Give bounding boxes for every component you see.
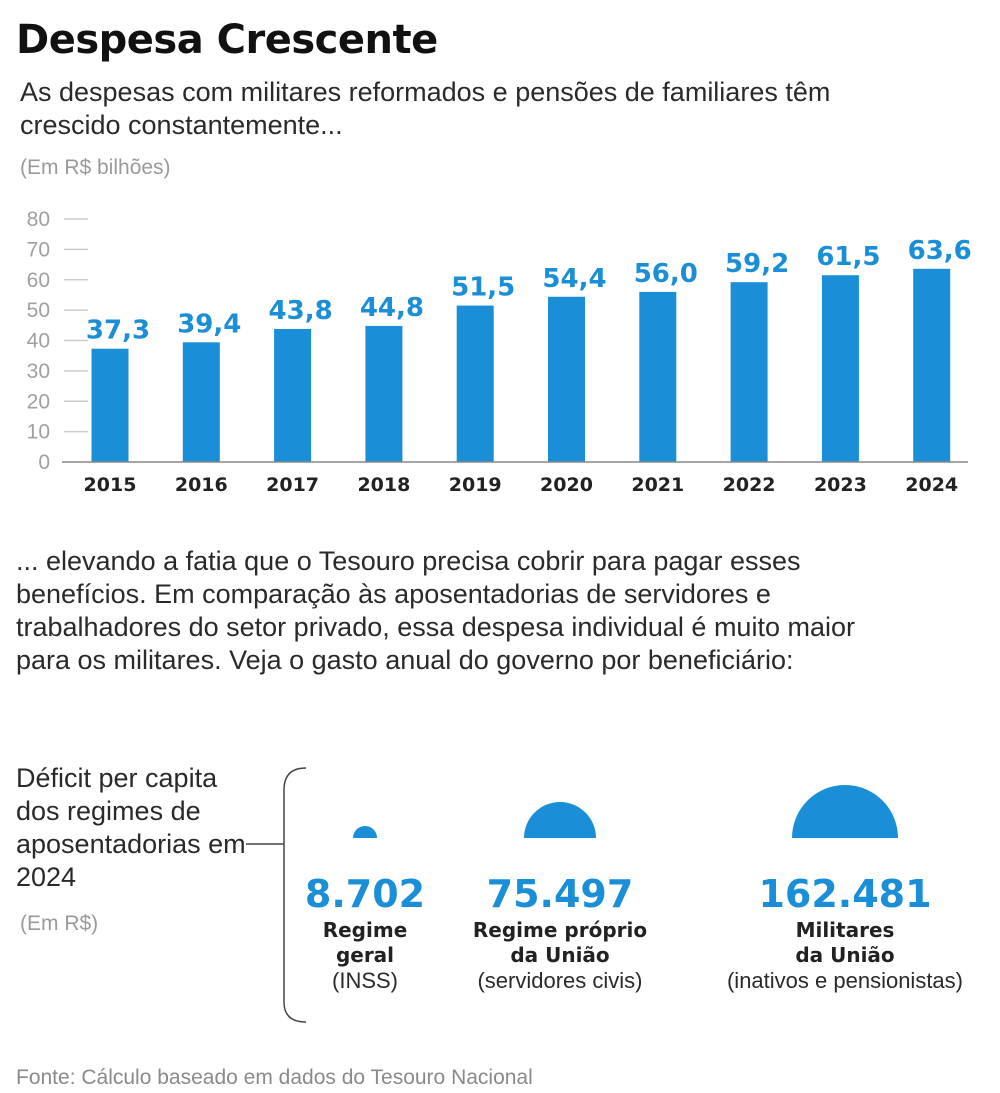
bar — [456, 305, 494, 462]
per-capita-value: 75.497 — [486, 872, 634, 916]
page-title: Despesa Crescente — [16, 17, 438, 63]
x-tick-label: 2015 — [84, 474, 137, 496]
x-tick-label: 2020 — [540, 474, 593, 496]
y-tick-label: 50 — [27, 299, 50, 322]
bar-chart: 0 10 20 30 40 50 60 70 80 37,3 39,4 43,8 44,8 51,5 54… — [27, 208, 972, 496]
bar — [91, 348, 129, 462]
bar-value-label: 54,4 — [542, 264, 606, 294]
x-tick-label: 2018 — [357, 474, 410, 496]
per-capita-label: Déficit per capita dos regimes de aposen… — [16, 763, 246, 892]
y-tick-label: 80 — [27, 208, 50, 231]
y-tick-label: 20 — [27, 390, 50, 413]
x-tick-label: 2017 — [266, 474, 319, 496]
x-tick-label: 2016 — [175, 474, 228, 496]
per-capita-value: 162.481 — [758, 872, 932, 916]
bar — [913, 268, 951, 462]
dome-militares — [792, 785, 898, 838]
bar — [821, 275, 859, 462]
bar-value-label: 37,3 — [86, 316, 150, 346]
x-tick-label: 2019 — [449, 474, 502, 496]
per-capita-value: 8.702 — [304, 872, 426, 916]
bar-value-label: 44,8 — [360, 293, 424, 323]
per-capita-item-regime-geral: 8.702 Regime geral (INSS) — [300, 790, 430, 994]
chart-subtitle: As despesas com militares reformados e p… — [20, 77, 831, 140]
x-tick-label: 2023 — [814, 474, 867, 496]
x-tick-label: 2021 — [631, 474, 684, 496]
y-tick-label: 30 — [27, 360, 50, 383]
per-capita-unit: (Em R$) — [20, 912, 99, 935]
bar — [274, 328, 312, 462]
bar — [639, 291, 677, 462]
bar-value-label: 59,2 — [725, 249, 789, 279]
source-note: Fonte: Cálculo baseado em dados do Tesou… — [16, 1066, 533, 1089]
bar — [365, 325, 403, 462]
per-capita-name: Regime próprio da União — [472, 918, 648, 967]
bar-value-label: 43,8 — [269, 296, 333, 326]
per-capita-item-regime-proprio: 75.497 Regime próprio da União (servidor… — [450, 790, 670, 994]
bracket-divider — [246, 767, 307, 1023]
body-paragraph: ... elevando a fatia que o Tesouro preci… — [16, 546, 855, 675]
x-tick-label: 2022 — [723, 474, 776, 496]
bar-value-label: 61,5 — [816, 242, 880, 272]
per-capita-desc: (inativos e pensionistas) — [726, 968, 963, 993]
bar — [548, 296, 585, 462]
x-axis: 2015 2016 2017 2018 2019 2020 2021 2022 2023 2024 — [84, 474, 959, 496]
per-capita-name: Regime geral — [322, 918, 408, 967]
y-tick-label: 60 — [27, 269, 50, 292]
y-tick-label: 0 — [38, 451, 50, 474]
bar-value-label: 39,4 — [177, 309, 241, 339]
dome-regime-proprio — [523, 801, 597, 838]
bar-value-label: 56,0 — [634, 259, 698, 289]
bar — [730, 282, 768, 462]
dome-regime-geral — [352, 825, 378, 838]
chart-unit-label: (Em R$ bilhões) — [20, 156, 171, 179]
per-capita-item-militares: 162.481 Militares da União (inativos e p… — [700, 785, 990, 994]
per-capita-desc: (INSS) — [332, 968, 398, 993]
bar-value-label: 63,6 — [908, 236, 972, 266]
per-capita-name: Militares da União — [795, 918, 895, 967]
y-tick-label: 70 — [27, 238, 50, 261]
y-tick-label: 40 — [27, 330, 50, 353]
per-capita-desc: (servidores civis) — [477, 968, 643, 993]
y-tick-label: 10 — [27, 421, 50, 444]
bar-value-label: 51,5 — [451, 273, 515, 303]
bar — [182, 342, 220, 462]
x-tick-label: 2024 — [905, 474, 958, 496]
y-axis: 0 10 20 30 40 50 60 70 80 — [27, 208, 88, 474]
bars-group: 37,3 39,4 43,8 44,8 51,5 54,4 56,0 59,2 61,5 63,6 — [86, 236, 972, 462]
